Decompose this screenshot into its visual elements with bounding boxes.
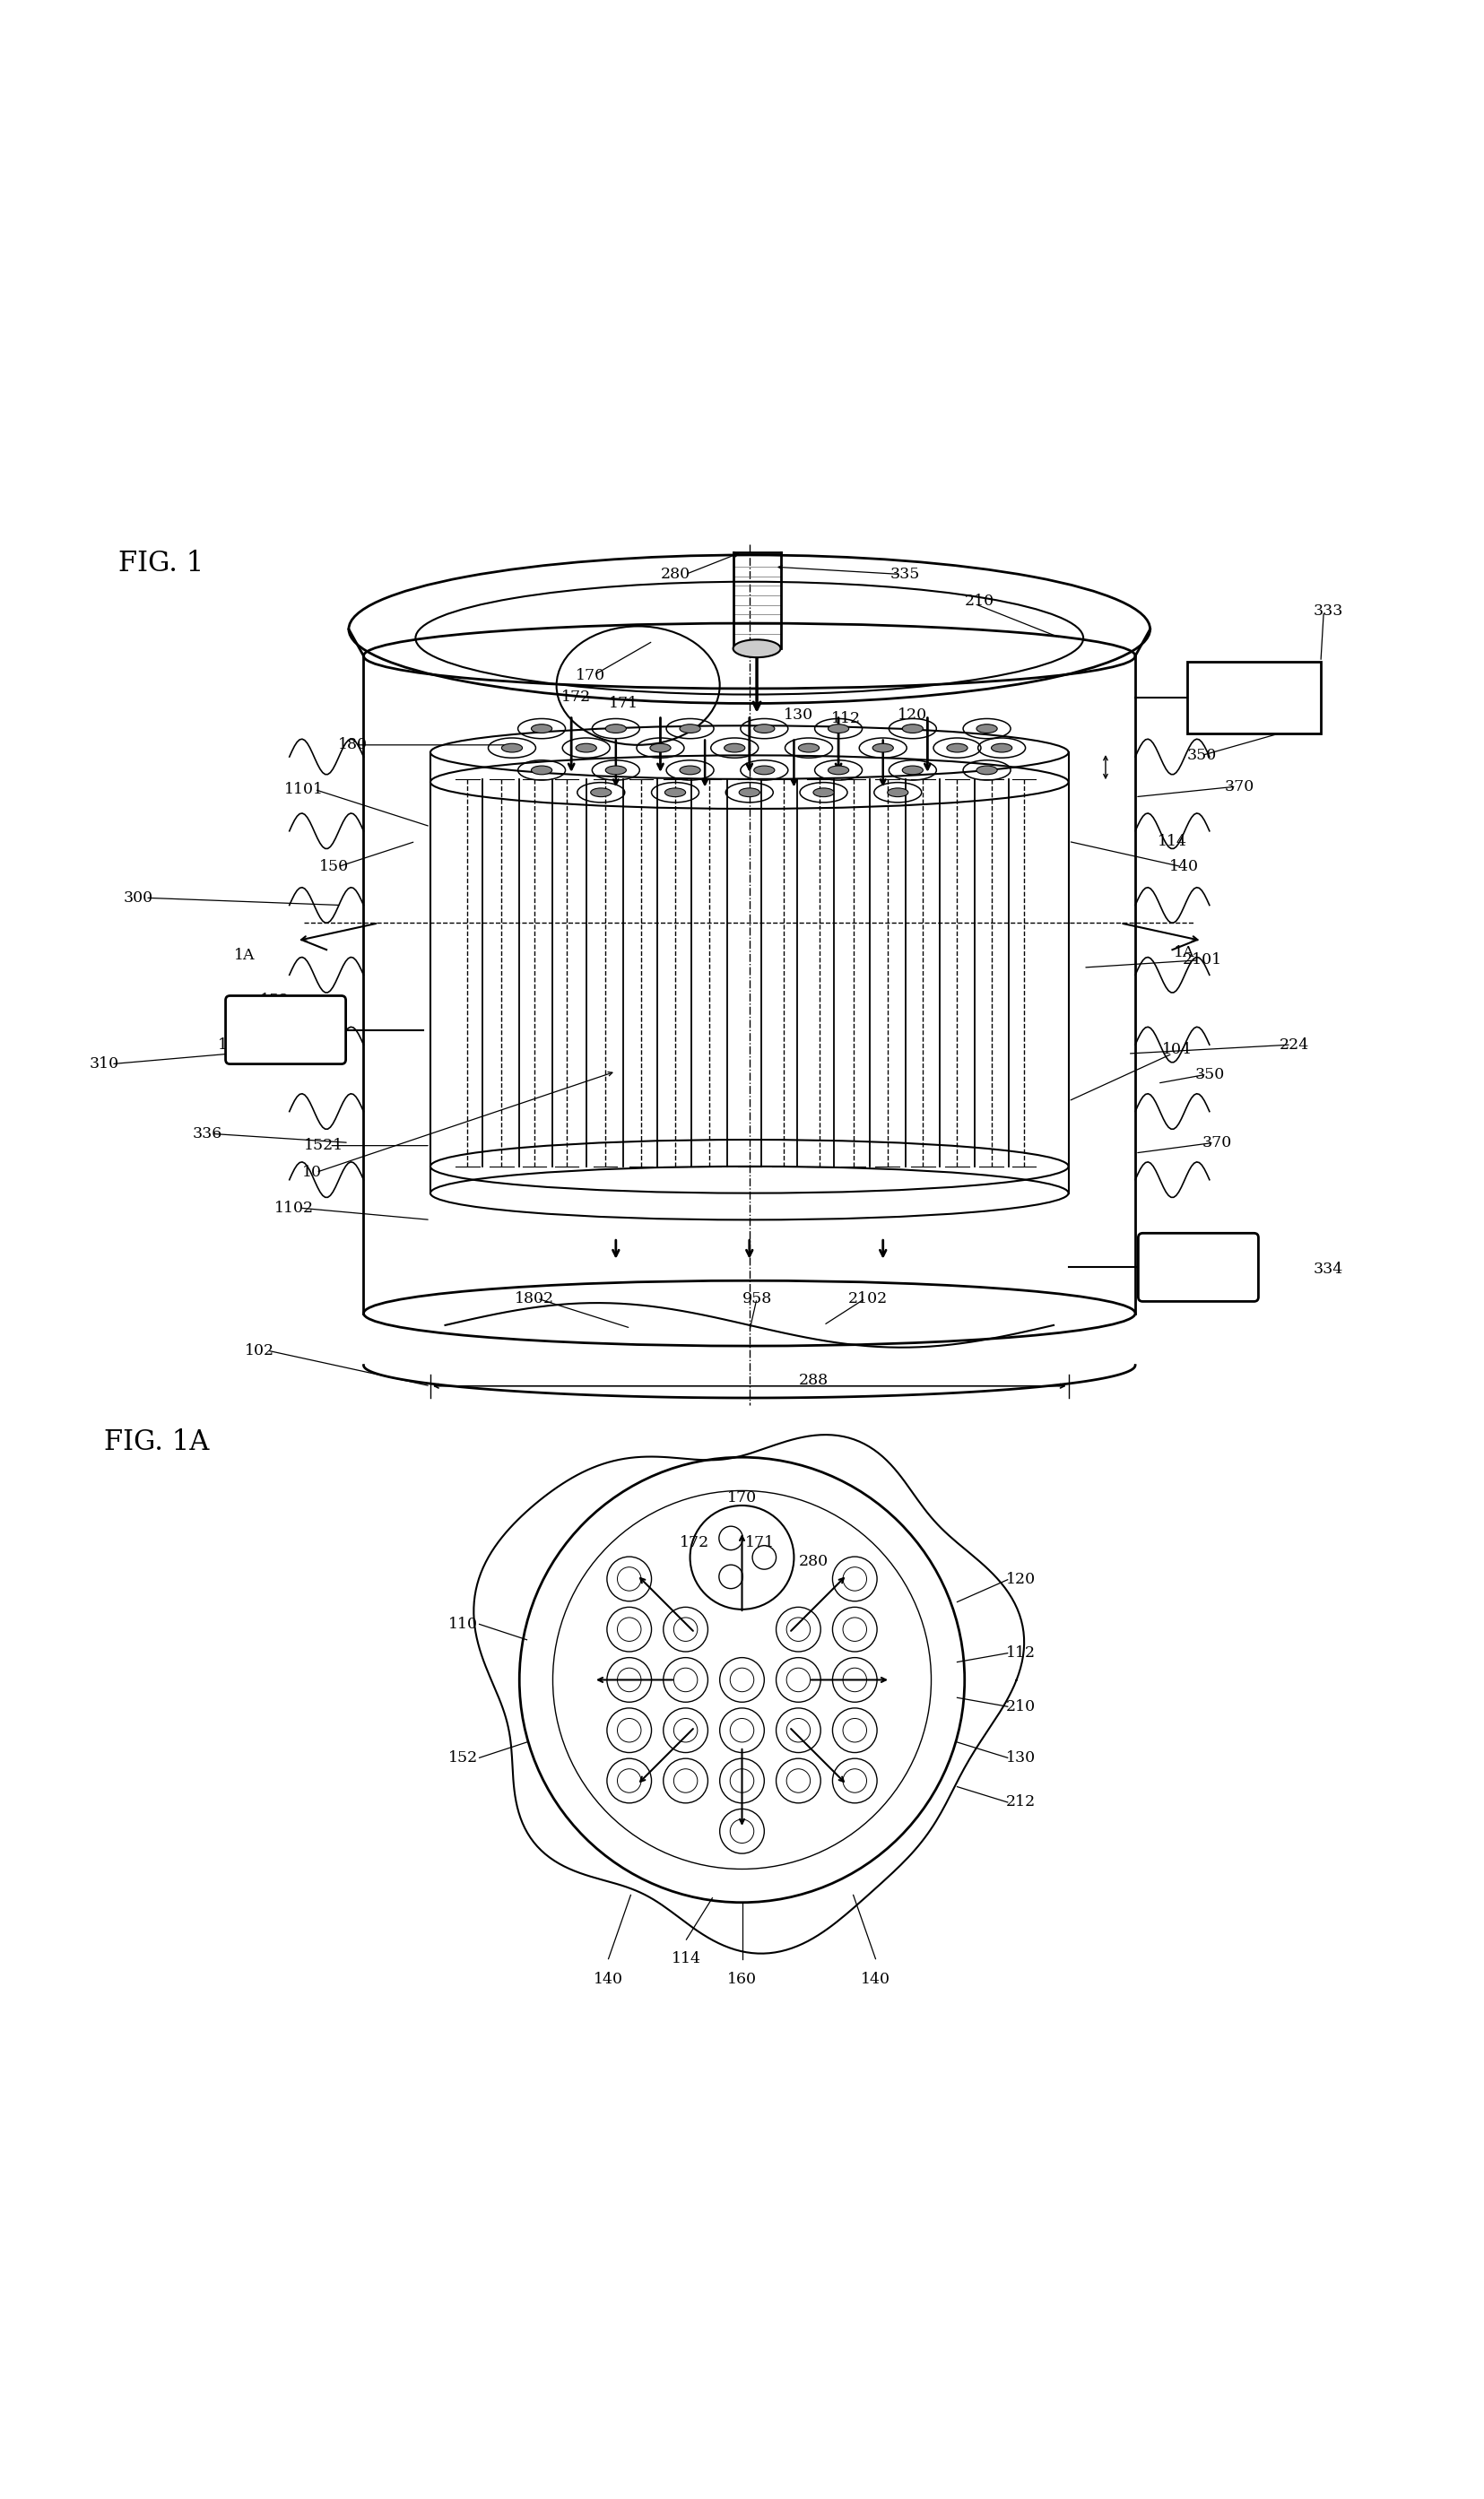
Ellipse shape: [576, 745, 597, 752]
Text: 112: 112: [831, 710, 861, 725]
Text: 172: 172: [561, 690, 591, 705]
Text: 1A: 1A: [1174, 945, 1195, 960]
Text: 171: 171: [608, 695, 638, 712]
Text: 140: 140: [1169, 860, 1199, 875]
Ellipse shape: [739, 787, 760, 797]
FancyBboxPatch shape: [1187, 662, 1321, 732]
Ellipse shape: [798, 745, 819, 752]
Text: 170: 170: [576, 667, 605, 682]
Text: 370: 370: [1202, 1135, 1232, 1150]
Text: 334: 334: [1313, 1262, 1343, 1277]
Ellipse shape: [902, 725, 923, 732]
Ellipse shape: [754, 725, 775, 732]
Text: 130: 130: [1006, 1749, 1036, 1764]
Ellipse shape: [531, 725, 552, 732]
Ellipse shape: [605, 765, 626, 775]
Ellipse shape: [733, 640, 781, 657]
Ellipse shape: [828, 725, 849, 732]
Ellipse shape: [502, 745, 522, 752]
Text: 280: 280: [660, 567, 690, 582]
Text: 350: 350: [1187, 747, 1217, 762]
FancyBboxPatch shape: [1138, 1232, 1258, 1302]
Text: 112: 112: [1006, 1644, 1036, 1662]
Ellipse shape: [531, 765, 552, 775]
Ellipse shape: [873, 745, 893, 752]
Text: 224: 224: [1279, 1037, 1309, 1052]
Text: 2102: 2102: [849, 1292, 887, 1307]
Text: 120: 120: [898, 707, 928, 722]
Ellipse shape: [605, 725, 626, 732]
Text: 333: 333: [1313, 605, 1343, 620]
Text: 280: 280: [798, 1554, 828, 1569]
Text: 1522: 1522: [218, 1037, 257, 1052]
Text: 130: 130: [784, 707, 813, 722]
Text: 210: 210: [1006, 1699, 1036, 1714]
Ellipse shape: [680, 765, 700, 775]
Text: FIG. 1A: FIG. 1A: [104, 1429, 209, 1457]
Text: 152: 152: [260, 992, 289, 1007]
Text: 336: 336: [193, 1127, 223, 1142]
Text: 180: 180: [338, 737, 368, 752]
Ellipse shape: [828, 765, 849, 775]
Ellipse shape: [680, 725, 700, 732]
Text: 152: 152: [448, 1749, 478, 1764]
Text: 160: 160: [727, 1972, 757, 1987]
Text: 10: 10: [301, 1165, 322, 1180]
Text: 1852: 1852: [236, 1015, 275, 1030]
Ellipse shape: [724, 745, 745, 752]
Ellipse shape: [947, 745, 968, 752]
Text: 1102: 1102: [275, 1200, 313, 1215]
Ellipse shape: [976, 725, 997, 732]
Text: 171: 171: [745, 1534, 775, 1549]
Text: 140: 140: [861, 1972, 890, 1987]
Text: 310: 310: [89, 1057, 119, 1072]
Text: 212: 212: [1006, 1794, 1036, 1809]
Text: 170: 170: [727, 1489, 757, 1507]
Text: 2101: 2101: [1183, 952, 1221, 967]
Text: 1A: 1A: [234, 947, 255, 962]
Text: 114: 114: [672, 1952, 700, 1967]
Ellipse shape: [902, 765, 923, 775]
Ellipse shape: [991, 745, 1012, 752]
Ellipse shape: [650, 745, 671, 752]
Ellipse shape: [976, 765, 997, 775]
Ellipse shape: [813, 787, 834, 797]
Ellipse shape: [591, 787, 611, 797]
Ellipse shape: [665, 787, 686, 797]
Text: 110: 110: [448, 1617, 478, 1632]
Text: 370: 370: [1224, 780, 1254, 795]
Text: 1802: 1802: [515, 1292, 554, 1307]
Text: 335: 335: [890, 567, 920, 582]
Text: 102: 102: [245, 1342, 275, 1357]
Text: 150: 150: [319, 860, 349, 875]
Text: 288: 288: [798, 1372, 828, 1387]
Text: 114: 114: [1158, 835, 1187, 850]
Text: FIG. 1: FIG. 1: [119, 550, 205, 577]
Text: 958: 958: [742, 1292, 772, 1307]
Text: 172: 172: [680, 1534, 709, 1549]
Text: 1101: 1101: [285, 782, 324, 797]
Text: 300: 300: [123, 890, 153, 905]
Ellipse shape: [754, 765, 775, 775]
Text: 120: 120: [1006, 1572, 1036, 1587]
FancyBboxPatch shape: [226, 995, 346, 1065]
Text: 104: 104: [1162, 1042, 1192, 1057]
Ellipse shape: [887, 787, 908, 797]
Text: 140: 140: [594, 1972, 623, 1987]
Text: 1521: 1521: [304, 1137, 343, 1152]
Text: 350: 350: [1195, 1067, 1224, 1082]
Text: 210: 210: [965, 592, 994, 610]
